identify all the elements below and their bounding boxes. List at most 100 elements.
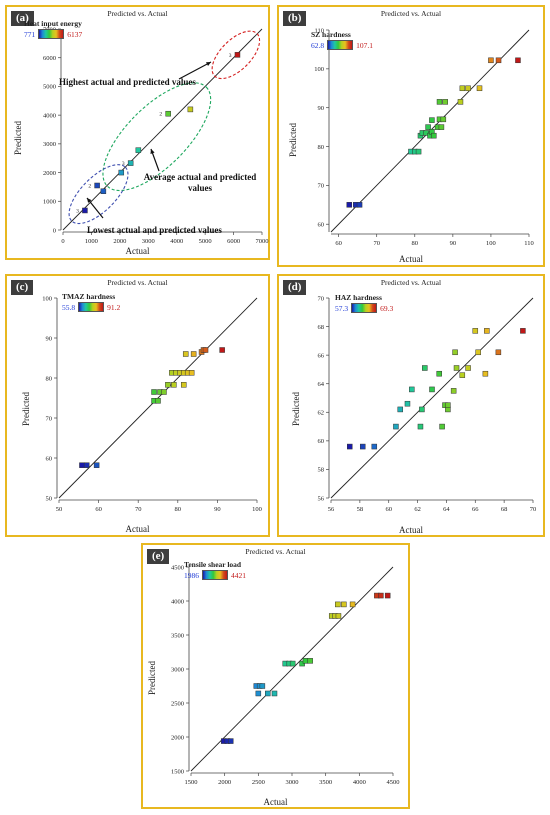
data-point: [515, 57, 521, 64]
data-point: [440, 116, 447, 123]
highlight-ellipse-highest: [211, 30, 261, 80]
legend-max-label: 6137: [67, 29, 83, 39]
x-tick-label: 80: [175, 506, 182, 513]
panel-label: (d): [283, 280, 307, 295]
y-tick-label: 1500: [171, 768, 184, 775]
y-tick-label: 56: [318, 495, 325, 502]
color-legend: SZ hardness 62.8 107.1: [311, 30, 373, 50]
x-axis-label: Actual: [125, 246, 150, 256]
arrow-highest: [178, 61, 212, 80]
y-tick-label: 70: [46, 415, 53, 422]
legend-min-label: 57.3: [335, 303, 349, 313]
y-tick-label: 2000: [171, 734, 184, 741]
reference-line-y-equals-x: [190, 566, 394, 772]
data-point: [378, 592, 384, 599]
legend-max-label: 107.1: [356, 40, 373, 50]
data-point: [255, 690, 262, 697]
y-axis-label: Predicted: [13, 121, 23, 155]
data-point: [453, 365, 460, 371]
x-tick-label: 60: [95, 506, 102, 513]
chart-panel-a: 0 1000 2000 3000 4000 5000 6000 7000 0 1000 2000 30…: [5, 5, 270, 260]
legend-gradient-bar: [351, 303, 378, 313]
data-point: [484, 328, 490, 334]
data-point: [384, 592, 391, 599]
data-point: [356, 202, 363, 208]
data-point: [445, 402, 451, 408]
legend-title: Tensile shear load: [184, 560, 242, 569]
x-tick-label: 4000: [353, 779, 366, 786]
data-point: [100, 188, 107, 194]
data-point: [234, 52, 241, 58]
point-run-label: 2: [159, 112, 162, 118]
data-point: [182, 351, 189, 357]
data-point: [265, 690, 271, 697]
chart-svg-a: 0 1000 2000 3000 4000 5000 6000 7000 0 1000 2000 30…: [43, 26, 269, 245]
point-run-label: 3: [76, 208, 79, 214]
reference-line-y-equals-x: [58, 297, 258, 499]
data-point: [429, 117, 435, 123]
annotation-average: Average actual and predicted values: [135, 172, 265, 194]
data-point: [135, 147, 142, 153]
x-tick-label: 6000: [227, 238, 240, 245]
data-point: [188, 370, 195, 376]
data-point: [187, 106, 194, 113]
chart-svg-c: 50 60 70 80 90 100 50 60 70 80 90 100: [42, 295, 262, 513]
chart-panel-c: 50 60 70 80 90 100 50 60 70 80 90 100 (c) Predicted…: [5, 274, 270, 537]
y-tick-label: 3000: [171, 666, 184, 673]
y-tick-label: 60: [318, 222, 325, 229]
legend-max-label: 69.3: [380, 303, 394, 313]
data-point: [397, 406, 404, 413]
legend-min-label: 771: [24, 29, 36, 39]
data-point: [346, 202, 353, 208]
legend-title: TMAZ hardness: [62, 292, 116, 301]
annotation-lowest: Lowest actual and predicted values: [87, 225, 222, 235]
legend-min-label: 1986: [184, 570, 199, 580]
data-point: [227, 738, 234, 744]
x-tick-label: 50: [56, 506, 63, 513]
color-legend: Tensile shear load 1986 4421: [184, 560, 246, 580]
chart-title: Predicted vs. Actual: [380, 278, 442, 287]
y-tick-label: 0: [53, 227, 56, 234]
y-axis-label: Predicted: [147, 661, 157, 695]
data-point: [436, 370, 442, 377]
color-legend: TMAZ hardness 55.8 91.2: [62, 292, 120, 312]
y-tick-label: 90: [46, 335, 53, 342]
data-point: [347, 443, 353, 450]
y-tick-label: 100: [314, 66, 324, 73]
y-tick-label: 50: [46, 495, 53, 502]
data-point: [335, 613, 342, 619]
y-tick-label: 64: [318, 381, 325, 388]
y-tick-label: 3500: [171, 632, 184, 639]
x-tick-label: 2500: [252, 779, 265, 786]
x-tick-label: 5000: [199, 238, 212, 245]
data-point: [438, 124, 445, 130]
legend-gradient-bar: [78, 302, 105, 312]
data-point: [482, 370, 489, 377]
data-point: [495, 349, 502, 356]
point-run-label: 2: [88, 183, 91, 189]
data-point: [417, 423, 424, 430]
data-point: [520, 328, 526, 334]
y-tick-label: 70: [318, 295, 325, 302]
chart-title: Predicted vs. Actual: [245, 547, 306, 556]
data-point: [127, 160, 134, 166]
reference-line-y-equals-x: [330, 297, 534, 499]
arrow-average-head: [150, 149, 155, 154]
data-point: [393, 423, 399, 430]
data-point: [404, 400, 411, 407]
data-point: [415, 148, 422, 155]
chart-svg-b: 60 70 80 90 100 110 60 70 80 90 100 110: [314, 27, 534, 247]
data-point: [422, 365, 428, 371]
data-point: [118, 169, 125, 176]
chart-svg-e: 1500 2000 2500 3000 3500 4000 4500 1500 2000 2500…: [171, 564, 400, 786]
y-tick-label: 60: [318, 438, 325, 445]
x-tick-label: 90: [450, 240, 457, 247]
data-point: [457, 99, 464, 105]
highlight-ellipse-lowest: [68, 164, 129, 225]
chart-panel-b: 60 70 80 90 100 110 60 70 80 90 100 110 (b) Predict…: [277, 5, 545, 267]
data-point: [409, 386, 415, 393]
legend-title: SZ hardness: [311, 30, 351, 39]
x-tick-label: 60: [385, 506, 392, 513]
data-point: [165, 382, 171, 388]
data-point: [419, 406, 425, 413]
